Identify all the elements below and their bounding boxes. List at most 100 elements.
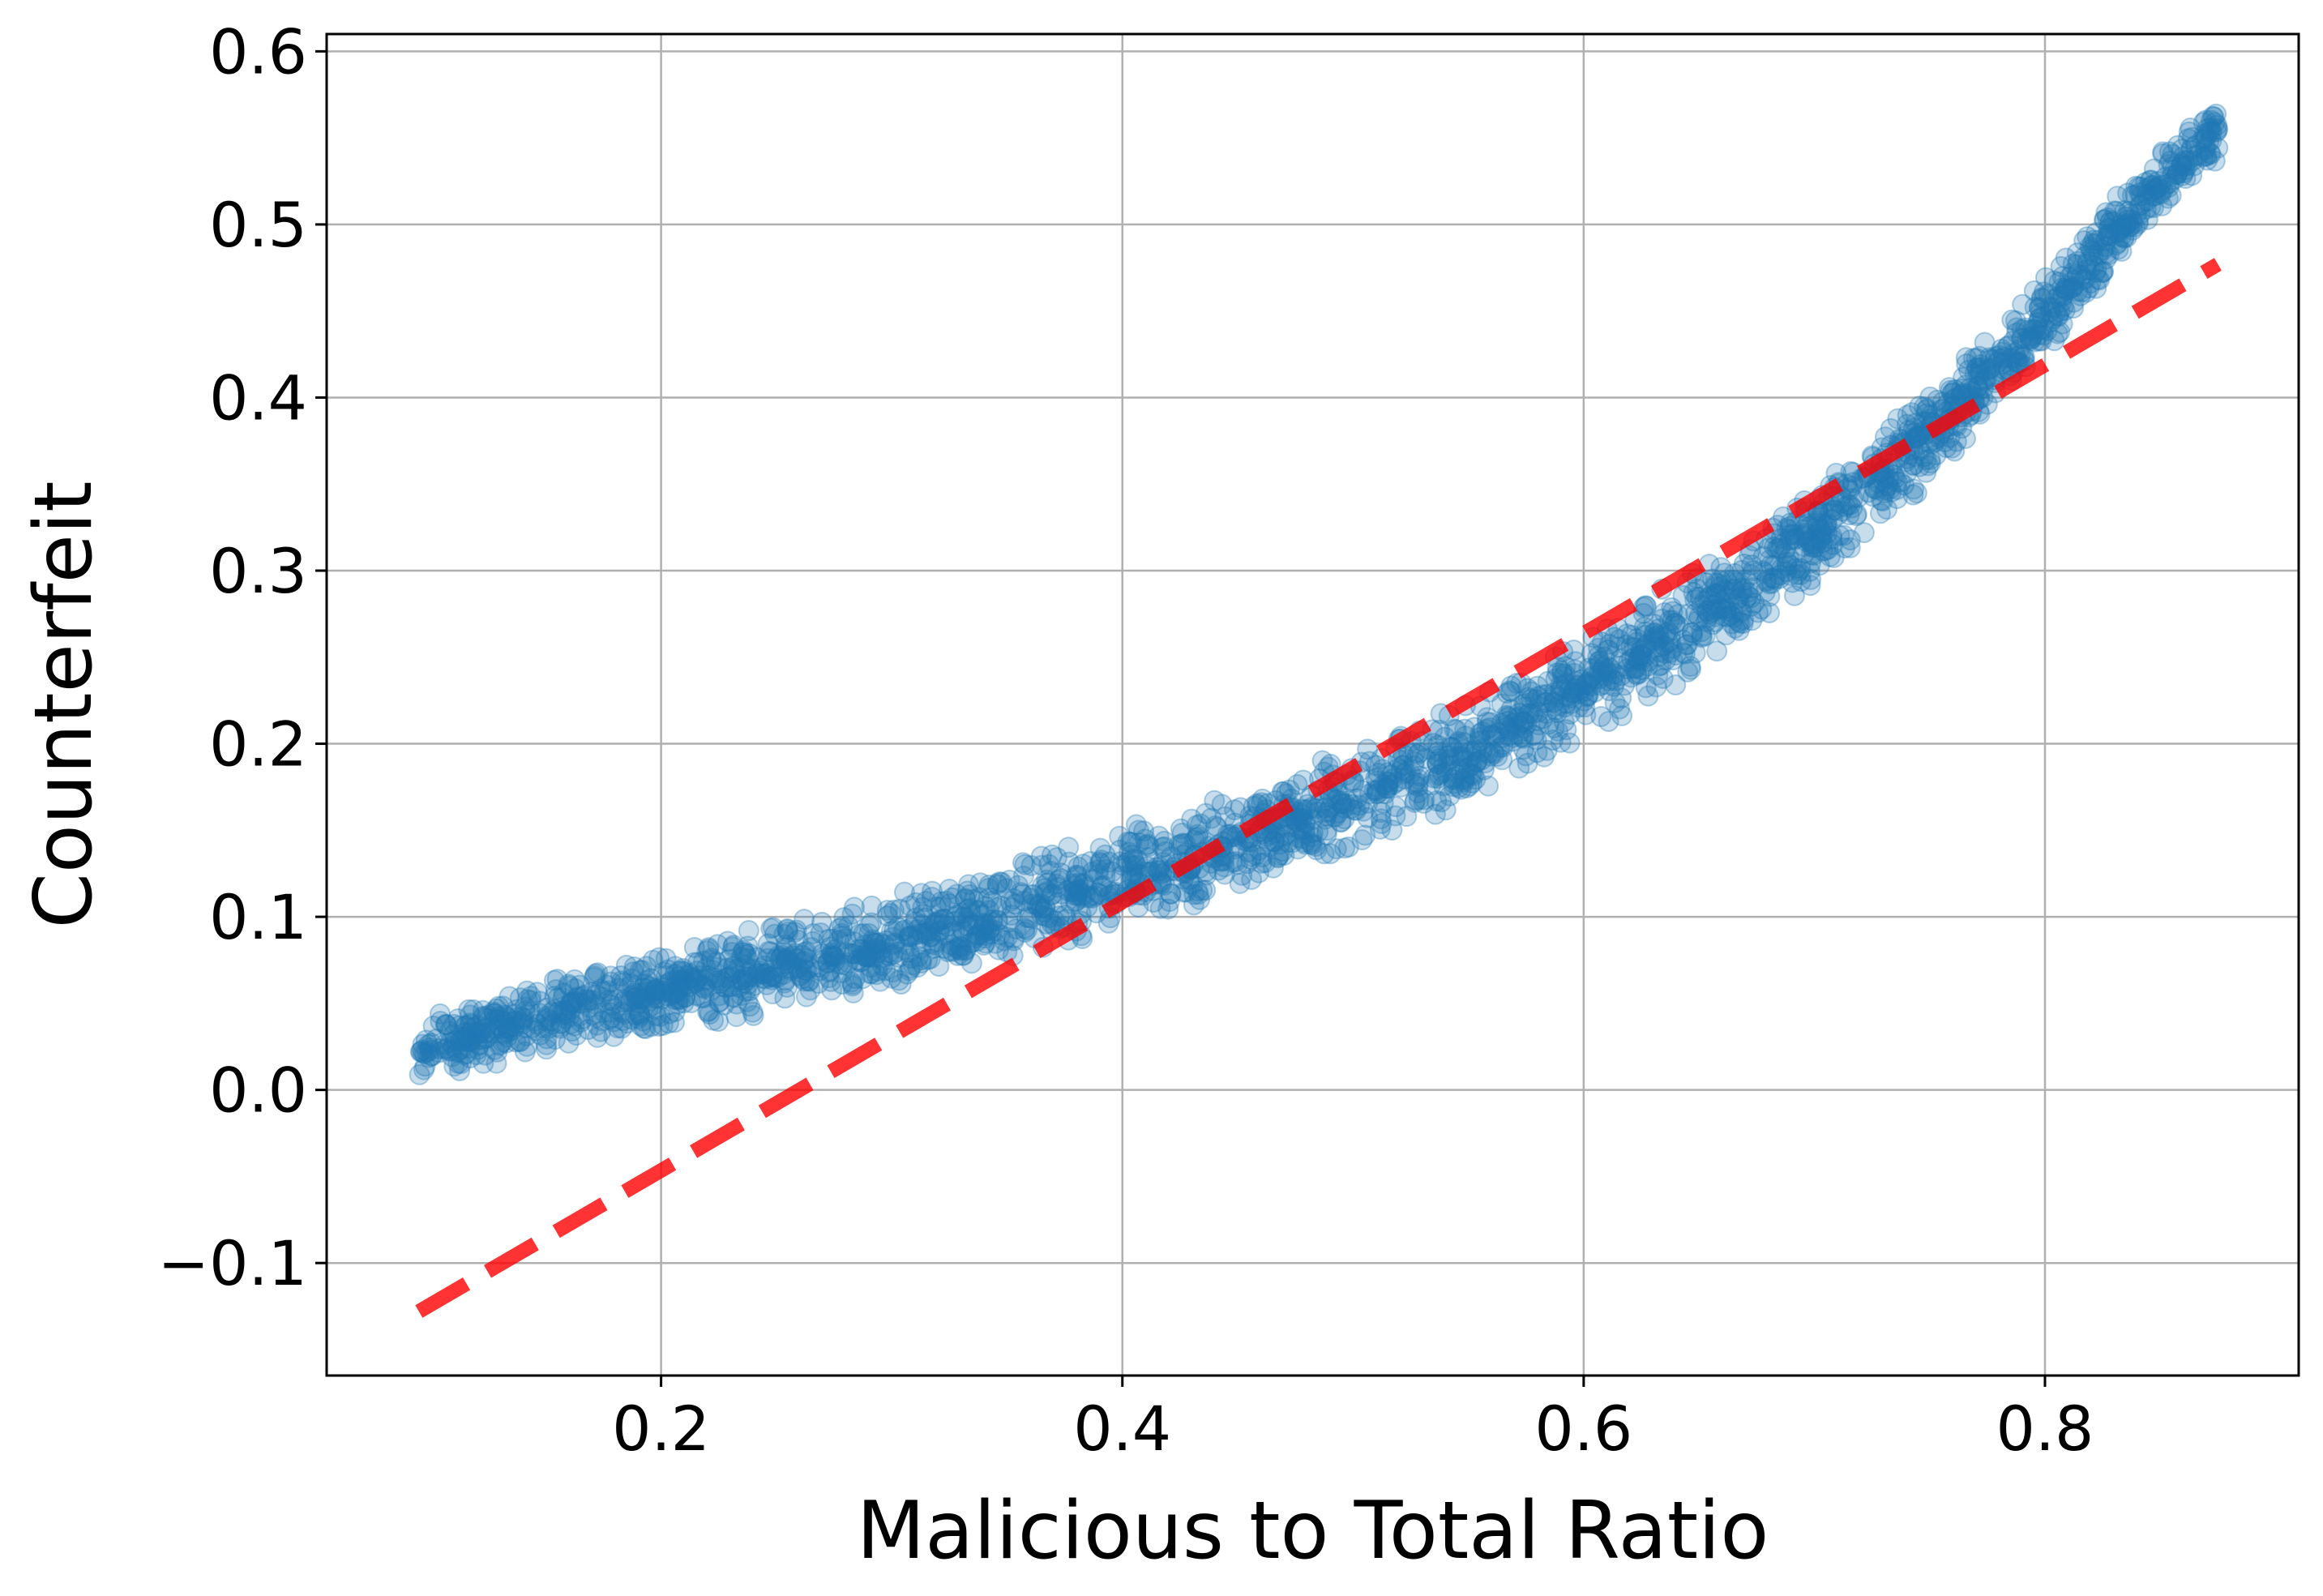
scatter-point	[1705, 598, 1727, 620]
scatter-point	[985, 932, 1007, 954]
scatter-point	[1705, 605, 1726, 627]
scatter-point	[1453, 767, 1475, 789]
scatter-point	[506, 999, 528, 1020]
scatter-point	[652, 982, 674, 1003]
scatter-point	[1314, 808, 1336, 830]
scatter-point	[1396, 806, 1418, 828]
scatter-point	[708, 991, 730, 1013]
scatter-point	[963, 914, 985, 935]
scatter-point	[2150, 183, 2171, 205]
scatter-point	[543, 969, 565, 991]
scatter-point	[1487, 722, 1509, 744]
scatter-point	[738, 943, 760, 965]
scatter-point	[774, 987, 796, 1009]
scatter-point	[1214, 806, 1236, 828]
scatter-point	[1620, 648, 1642, 670]
scatter-point	[1063, 881, 1084, 903]
scatter-point	[671, 960, 693, 982]
scatter-point	[1564, 662, 1585, 684]
scatter-point	[1229, 872, 1251, 894]
scatter-point	[841, 973, 863, 995]
scatter-point	[474, 1044, 496, 1066]
scatter-point	[835, 928, 857, 950]
scatter-point	[1783, 584, 1805, 606]
scatter-point	[626, 983, 648, 1005]
scatter-point	[2089, 269, 2111, 291]
scatter-point	[1532, 684, 1554, 706]
y-tick-label: 0.1	[209, 881, 307, 953]
scatter-point	[791, 944, 813, 966]
scatter-point	[2030, 306, 2051, 328]
scatter-point	[708, 985, 730, 1007]
scatter-point	[2005, 351, 2027, 373]
scatter-point	[439, 1032, 461, 1054]
scatter-point	[1046, 873, 1067, 895]
scatter-point	[1815, 515, 1837, 537]
scatter-point	[1050, 862, 1072, 884]
scatter-point	[2000, 348, 2022, 370]
scatter-point	[413, 1042, 434, 1064]
scatter-point	[1041, 844, 1063, 866]
scatter-point	[1969, 360, 1991, 382]
scatter-point	[876, 905, 898, 927]
scatter-point	[1240, 845, 1262, 867]
scatter-point	[1555, 719, 1577, 741]
scatter-point	[855, 946, 877, 968]
scatter-point	[599, 1002, 621, 1024]
scatter-point	[1264, 831, 1286, 853]
scatter-point	[833, 907, 855, 929]
scatter-point	[917, 948, 939, 970]
scatter-point	[757, 962, 779, 984]
scatter-point	[1800, 544, 1822, 566]
scatter-point	[1739, 545, 1760, 567]
scatter-point	[1512, 738, 1534, 760]
scatter-point	[1095, 858, 1117, 880]
scatter-point	[855, 943, 877, 965]
scatter-point	[516, 989, 538, 1011]
scatter-point	[2163, 169, 2185, 190]
scatter-point	[623, 956, 645, 978]
scatter-point	[653, 974, 675, 996]
scatter-point	[526, 1013, 548, 1035]
scatter-point	[1294, 799, 1316, 821]
scatter-point	[2082, 245, 2104, 267]
scatter-point	[1267, 847, 1289, 869]
scatter-point	[2024, 297, 2046, 319]
scatter-point	[475, 1022, 497, 1044]
scatter-point	[1927, 389, 1949, 411]
scatter-point	[952, 944, 974, 966]
scatter-point	[974, 896, 996, 918]
scatter-point	[560, 991, 582, 1013]
scatter-point	[722, 936, 744, 958]
scatter-point	[996, 926, 1018, 948]
scatter-point	[1029, 896, 1050, 918]
scatter-point	[912, 896, 934, 918]
scatter-point	[1345, 799, 1367, 821]
scatter-point	[1381, 819, 1403, 841]
scatter-point	[1088, 859, 1110, 881]
scatter-point	[462, 1020, 484, 1042]
scatter-point	[1731, 580, 1753, 602]
scatter-point	[2000, 354, 2021, 376]
scatter-point	[1566, 675, 1588, 697]
scatter-point	[1551, 662, 1573, 684]
scatter-point	[1084, 885, 1106, 907]
scatter-point	[1087, 863, 1109, 885]
scatter-point	[921, 886, 943, 908]
scatter-point	[2158, 173, 2180, 195]
scatter-point	[490, 1033, 511, 1055]
scatter-point	[2158, 141, 2180, 163]
scatter-point	[441, 1040, 463, 1062]
scatter-point	[597, 980, 619, 1002]
scatter-point	[1917, 455, 1939, 477]
scatter-point	[409, 1041, 431, 1063]
scatter-point	[1578, 657, 1600, 679]
scatter-point	[687, 952, 709, 973]
scatter-point	[1596, 661, 1618, 683]
scatter-point	[1263, 831, 1285, 853]
scatter-point	[907, 918, 929, 940]
scatter-point	[1598, 657, 1620, 678]
scatter-point	[717, 931, 738, 952]
scatter-point	[2162, 143, 2184, 165]
scatter-point	[847, 949, 869, 971]
